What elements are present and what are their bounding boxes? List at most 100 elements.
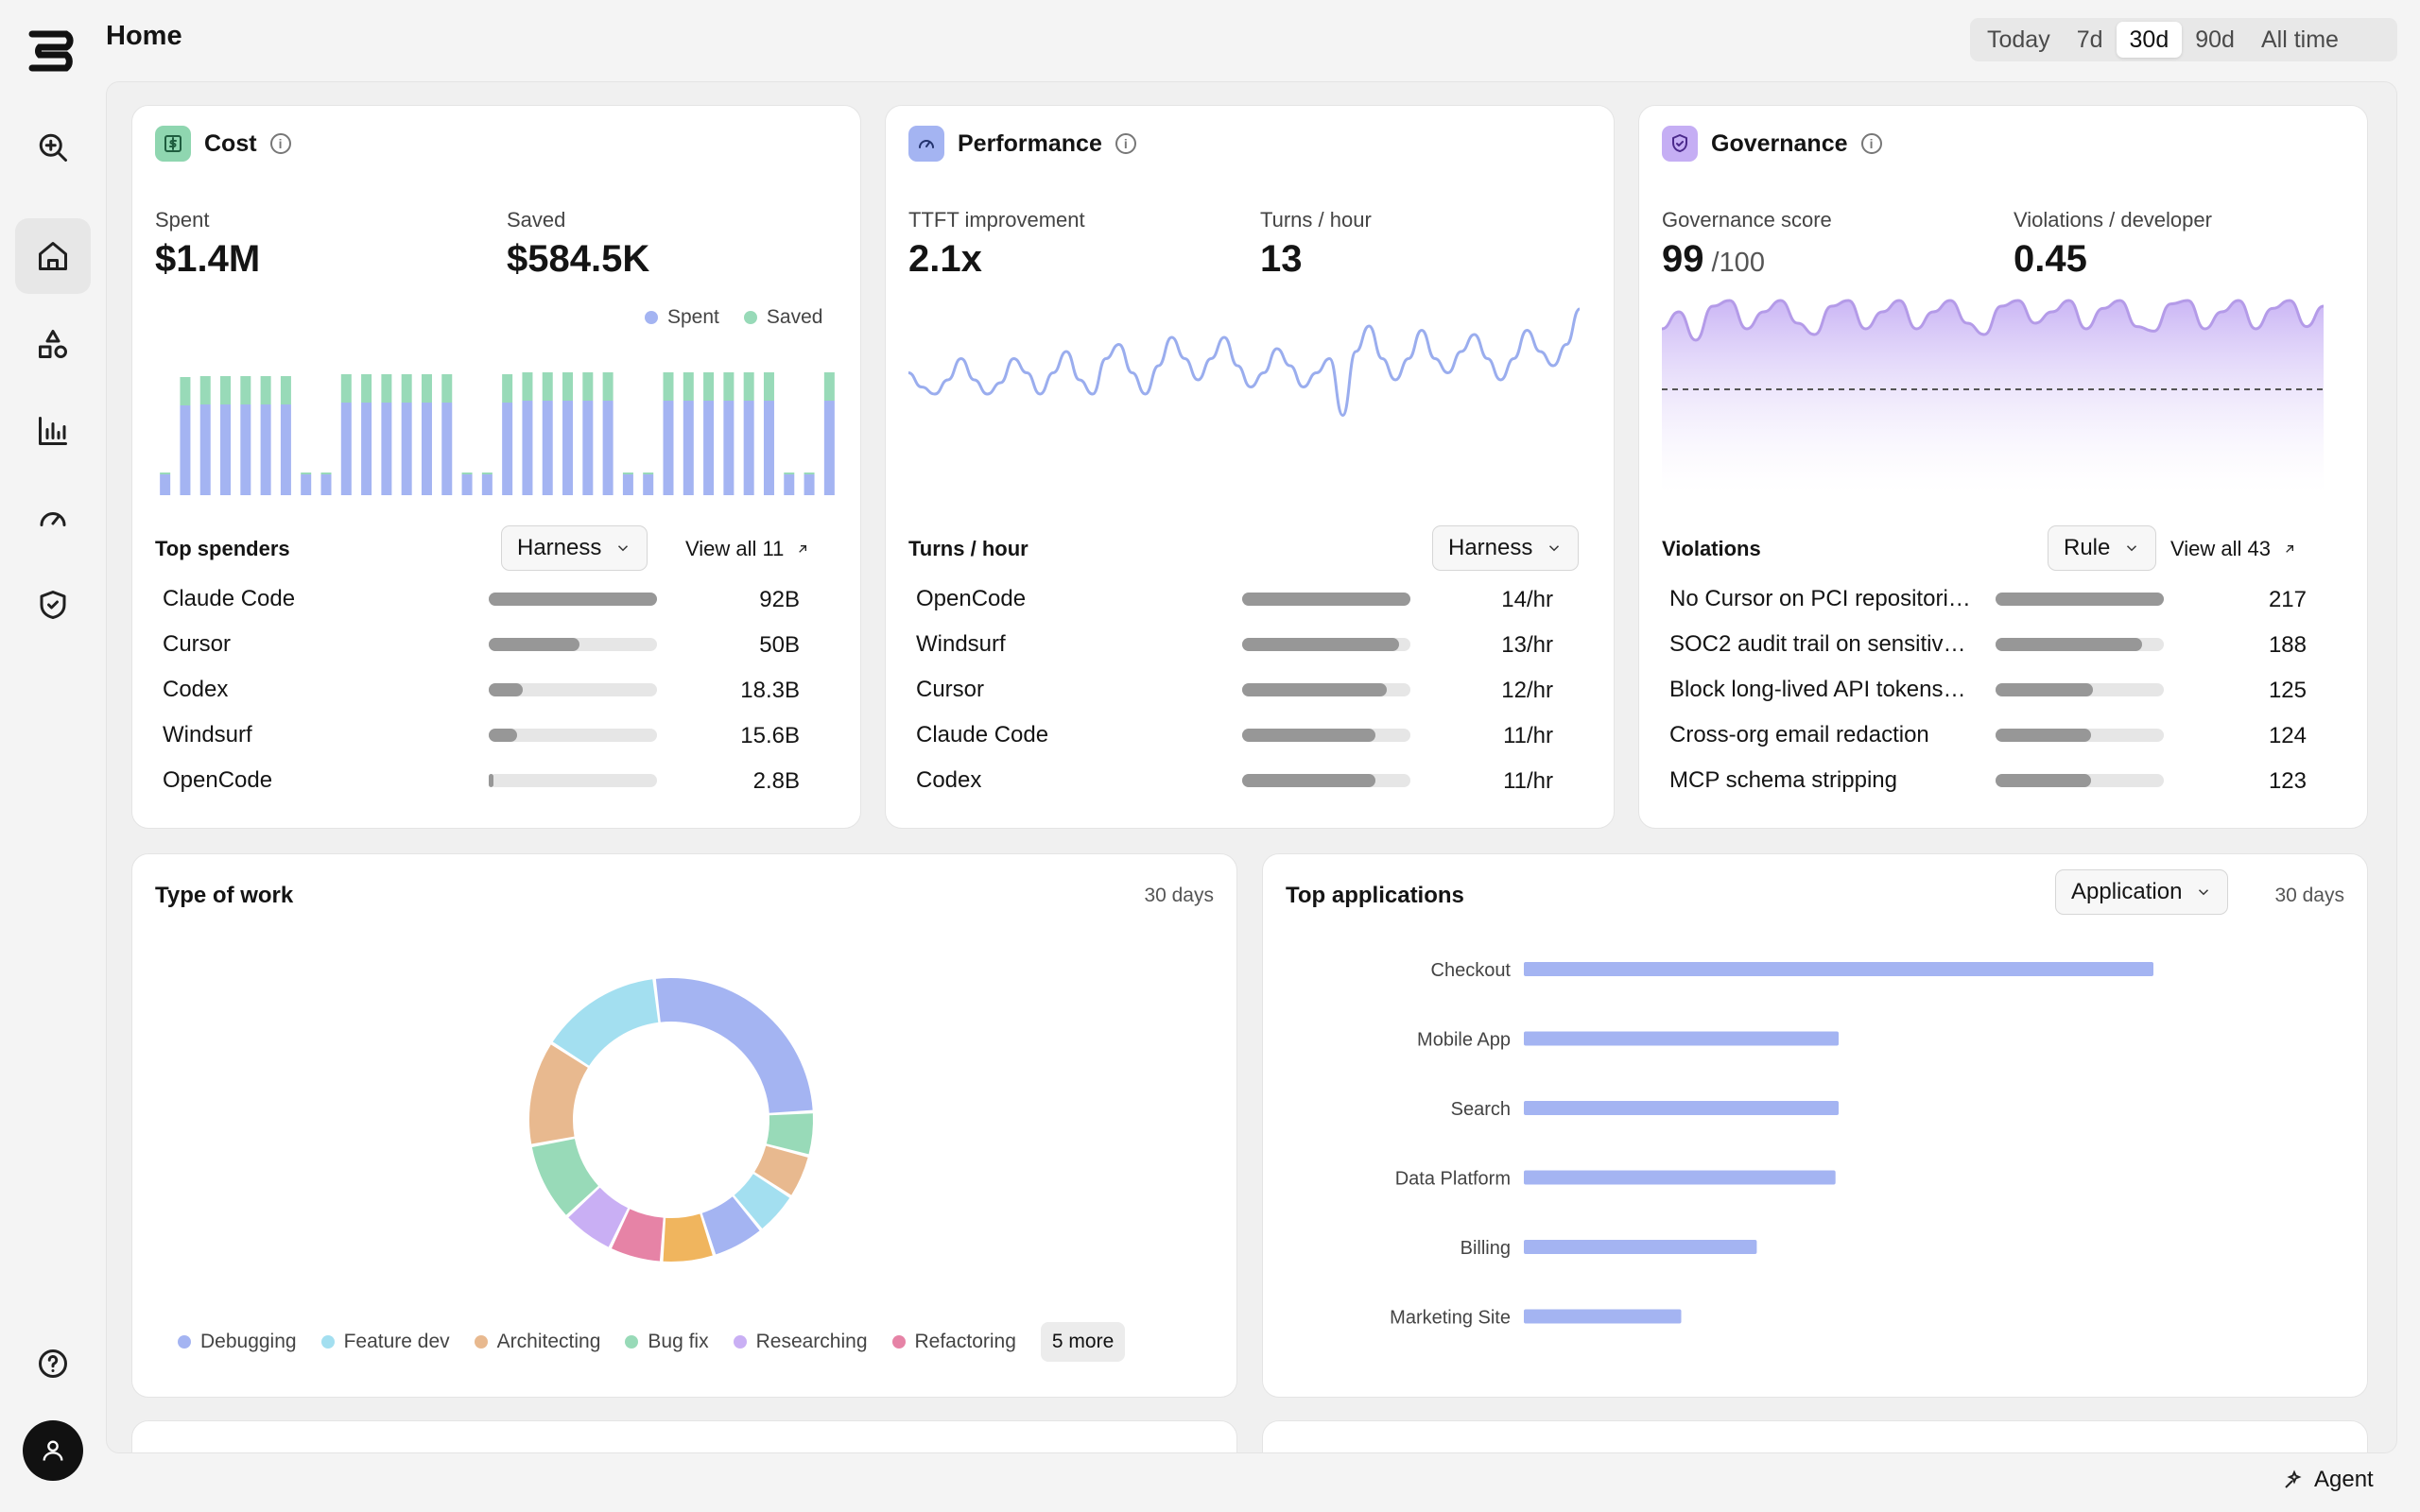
list-row[interactable]: No Cursor on PCI repositori… 217: [1669, 580, 2341, 618]
info-icon[interactable]: i: [1860, 133, 1882, 154]
range-today[interactable]: Today: [1987, 26, 2050, 53]
feature-dev-dot: [320, 1335, 335, 1349]
saved-bar: [542, 372, 553, 401]
app-bar: [1524, 1031, 1839, 1046]
governance-rule-dropdown[interactable]: Rule: [2048, 525, 2157, 571]
row-bar-track: [489, 638, 657, 651]
row-name: Cursor: [163, 631, 232, 657]
list-row[interactable]: OpenCode 2.8B: [163, 762, 834, 799]
saved-bar: [160, 472, 171, 474]
donut-slice: [655, 978, 813, 1113]
donut-slice: [701, 1196, 760, 1255]
more-categories-button[interactable]: 5 more: [1040, 1322, 1126, 1362]
shield-icon[interactable]: [15, 567, 91, 643]
list-row[interactable]: Windsurf 15.6B: [163, 716, 834, 754]
agent-button[interactable]: Agent: [2282, 1467, 2374, 1493]
saved-bar: [804, 472, 815, 474]
info-icon[interactable]: i: [1115, 133, 1136, 154]
legend-item-debugging: Debugging: [178, 1331, 297, 1353]
legend-item-refactoring: Refactoring: [891, 1331, 1016, 1353]
range-all-time[interactable]: All time: [2260, 26, 2339, 53]
saved-bar: [784, 472, 795, 474]
chevron-down-icon: [1549, 545, 1560, 552]
list-row[interactable]: Block long-lived API tokens… 125: [1669, 671, 2341, 709]
list-row[interactable]: Codex 11/hr: [916, 762, 1587, 799]
spent-bar: [683, 401, 694, 495]
spent-bar: [441, 403, 453, 495]
view-all-label: View all 11: [685, 537, 785, 560]
dropdown-value: Harness: [517, 535, 602, 560]
performance-card: Performance i TTFT improvement 2.1x Turn…: [885, 105, 1615, 829]
list-row[interactable]: Claude Code 92B: [163, 580, 834, 618]
list-row[interactable]: Cursor 50B: [163, 626, 834, 663]
cost-harness-dropdown[interactable]: Harness: [501, 525, 648, 571]
row-bar-fill: [489, 638, 580, 651]
performance-title: Performance: [958, 129, 1102, 157]
range-30d[interactable]: 30d: [2116, 22, 2183, 58]
debugging-dot: [178, 1335, 191, 1349]
saved-bar: [663, 372, 674, 401]
list-row[interactable]: SOC2 audit trail on sensitiv… 188: [1669, 626, 2341, 663]
search-icon[interactable]: [15, 110, 91, 185]
list-row[interactable]: Claude Code 11/hr: [916, 716, 1587, 754]
saved-bar: [823, 372, 835, 401]
spent-bar: [723, 401, 735, 495]
violations-per-dev-label: Violations / developer: [2014, 208, 2212, 232]
saved-bar: [562, 372, 574, 401]
logo-icon[interactable]: [28, 26, 78, 72]
range-90d[interactable]: 90d: [2195, 26, 2235, 53]
spent-bar: [663, 401, 674, 495]
donut-slice: [552, 979, 659, 1066]
saved-bar: [763, 372, 774, 401]
cost-view-all-link[interactable]: View all 11: [685, 537, 810, 561]
home-icon[interactable]: [15, 218, 91, 294]
saved-bar: [180, 377, 191, 405]
type-of-work-card: Type of work 30 days Debugging Feature d…: [131, 853, 1237, 1398]
agent-label: Agent: [2314, 1467, 2374, 1492]
spent-bar: [421, 403, 432, 495]
row-bar-track: [1996, 638, 2164, 651]
spent-bar: [823, 401, 835, 495]
governance-card: Governance i Governance score 99/100 Vio…: [1638, 105, 2368, 829]
row-name: Cross-org email redaction: [1669, 722, 1929, 747]
list-row[interactable]: OpenCode 14/hr: [916, 580, 1587, 618]
shapes-icon[interactable]: [15, 306, 91, 382]
row-name: Claude Code: [163, 586, 296, 611]
saved-bar: [461, 472, 473, 474]
list-row[interactable]: Cross-org email redaction 124: [1669, 716, 2341, 754]
spent-bar: [220, 404, 232, 495]
performance-harness-dropdown[interactable]: Harness: [1432, 525, 1580, 571]
user-avatar[interactable]: [23, 1420, 83, 1481]
help-icon[interactable]: [15, 1326, 91, 1401]
row-value: 11/hr: [1503, 768, 1553, 794]
governance-view-all-link[interactable]: View all 43: [2170, 537, 2297, 561]
row-name: OpenCode: [916, 586, 1027, 611]
range-7d[interactable]: 7d: [2076, 26, 2103, 53]
row-value: 217: [2268, 587, 2307, 612]
arrow-up-right-icon: [2286, 545, 2293, 553]
app-label: Marketing Site: [1390, 1308, 1511, 1329]
application-dropdown[interactable]: Application: [2055, 869, 2229, 915]
spent-bar: [622, 474, 633, 495]
info-icon[interactable]: i: [269, 133, 291, 154]
governance-area-fill: [1662, 301, 2324, 493]
spent-bar: [502, 403, 513, 495]
bug-fix-dot: [625, 1335, 639, 1349]
list-row[interactable]: Windsurf 13/hr: [916, 626, 1587, 663]
legend-item-feature-dev: Feature dev: [320, 1331, 450, 1353]
bar-chart-icon[interactable]: [15, 393, 91, 469]
sidebar: [0, 0, 106, 1512]
score-suffix: /100: [1711, 248, 1765, 278]
row-bar-fill: [489, 774, 494, 787]
cost-card: Cost i Spent $1.4M Saved $584.5K Spent S…: [131, 105, 861, 829]
spent-bar: [160, 474, 171, 495]
legend-label: Architecting: [496, 1331, 601, 1352]
row-name: Codex: [163, 677, 229, 702]
list-row[interactable]: MCP schema stripping 123: [1669, 762, 2341, 799]
gauge-icon[interactable]: [15, 480, 91, 556]
ttft-value: 2.1x: [908, 238, 982, 280]
list-row[interactable]: Codex 18.3B: [163, 671, 834, 709]
list-row[interactable]: Cursor 12/hr: [916, 671, 1587, 709]
row-bar-fill: [1996, 638, 2142, 651]
time-range-selector: Today 7d 30d 90d All time: [1970, 18, 2397, 61]
